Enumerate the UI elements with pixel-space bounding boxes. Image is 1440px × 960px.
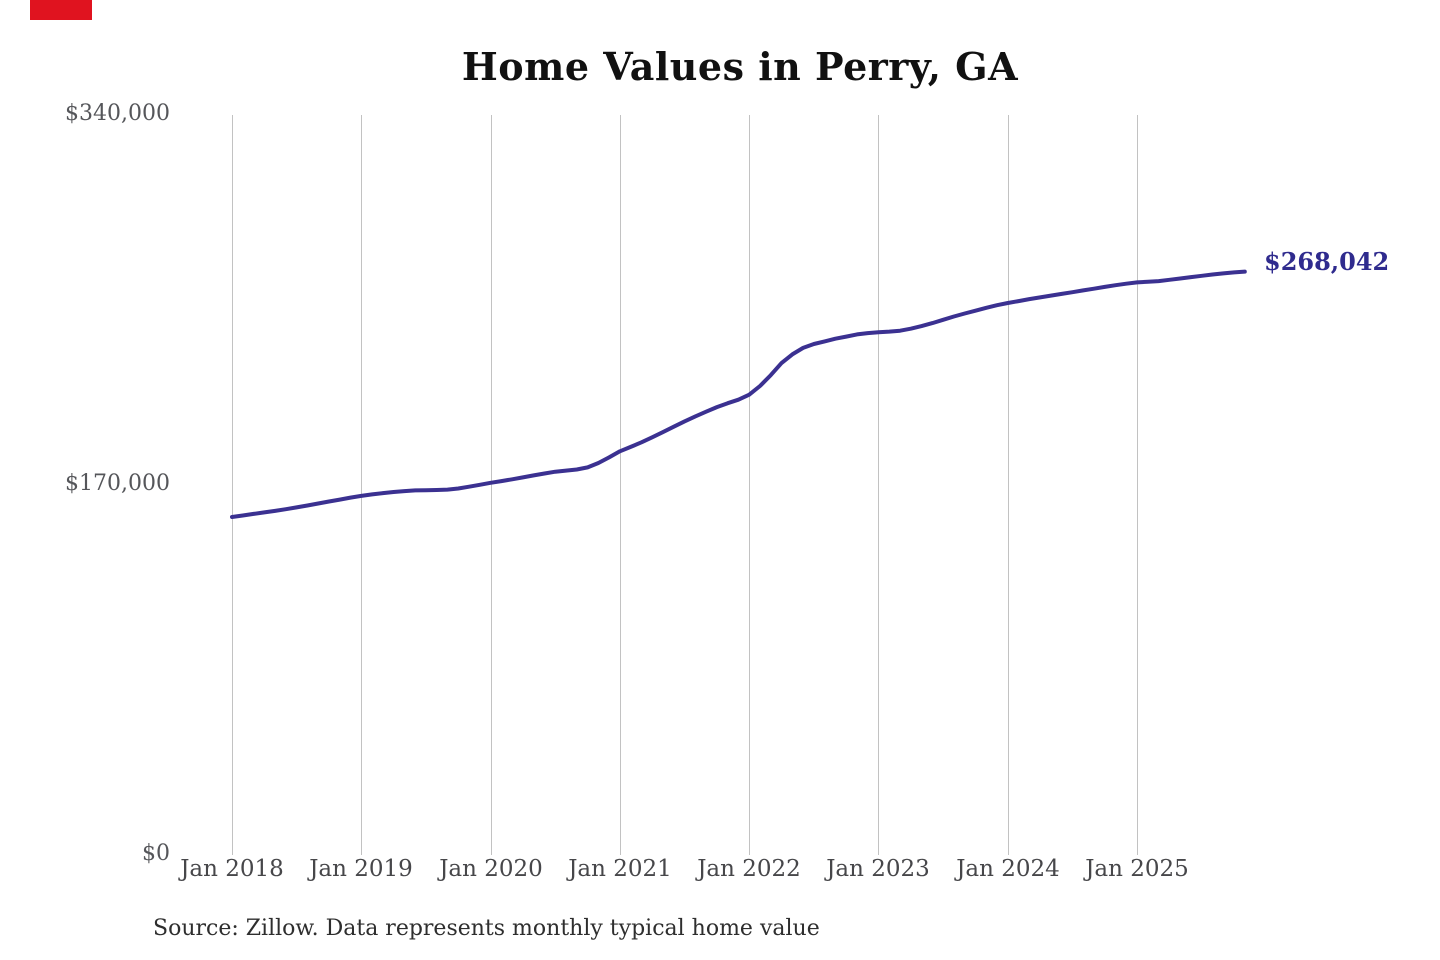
x-tick-label-2019: Jan 2019 bbox=[309, 856, 413, 882]
title-wrap: Home Values in Perry, GA bbox=[40, 44, 1440, 89]
x-tick-label-2021: Jan 2021 bbox=[568, 856, 672, 882]
latest-value-label: $268,042 bbox=[1264, 247, 1390, 276]
y-tick-label-170000: $170,000 bbox=[65, 471, 170, 496]
gridline-jan-2024 bbox=[1008, 115, 1009, 855]
x-tick-label-2025: Jan 2025 bbox=[1085, 856, 1189, 882]
gridline-jan-2021 bbox=[620, 115, 621, 855]
gridline-jan-2022 bbox=[749, 115, 750, 855]
x-tick-label-2018: Jan 2018 bbox=[180, 856, 284, 882]
gridline-jan-2019 bbox=[361, 115, 362, 855]
x-tick-label-2024: Jan 2024 bbox=[956, 856, 1060, 882]
source-note: Source: Zillow. Data represents monthly … bbox=[153, 916, 820, 941]
home-value-line bbox=[230, 269, 1247, 519]
gridline-jan-2025 bbox=[1137, 115, 1138, 855]
gridline-jan-2023 bbox=[878, 115, 879, 855]
y-tick-label-0: $0 bbox=[142, 841, 170, 866]
y-tick-label-340000: $340,000 bbox=[65, 101, 170, 126]
gridline-jan-2018 bbox=[232, 115, 233, 855]
chart-title: Home Values in Perry, GA bbox=[461, 44, 1019, 89]
x-tick-label-2023: Jan 2023 bbox=[826, 856, 930, 882]
red-corner-marker bbox=[30, 0, 92, 20]
x-tick-label-2020: Jan 2020 bbox=[439, 856, 543, 882]
gridline-jan-2020 bbox=[491, 115, 492, 855]
x-tick-label-2022: Jan 2022 bbox=[697, 856, 801, 882]
